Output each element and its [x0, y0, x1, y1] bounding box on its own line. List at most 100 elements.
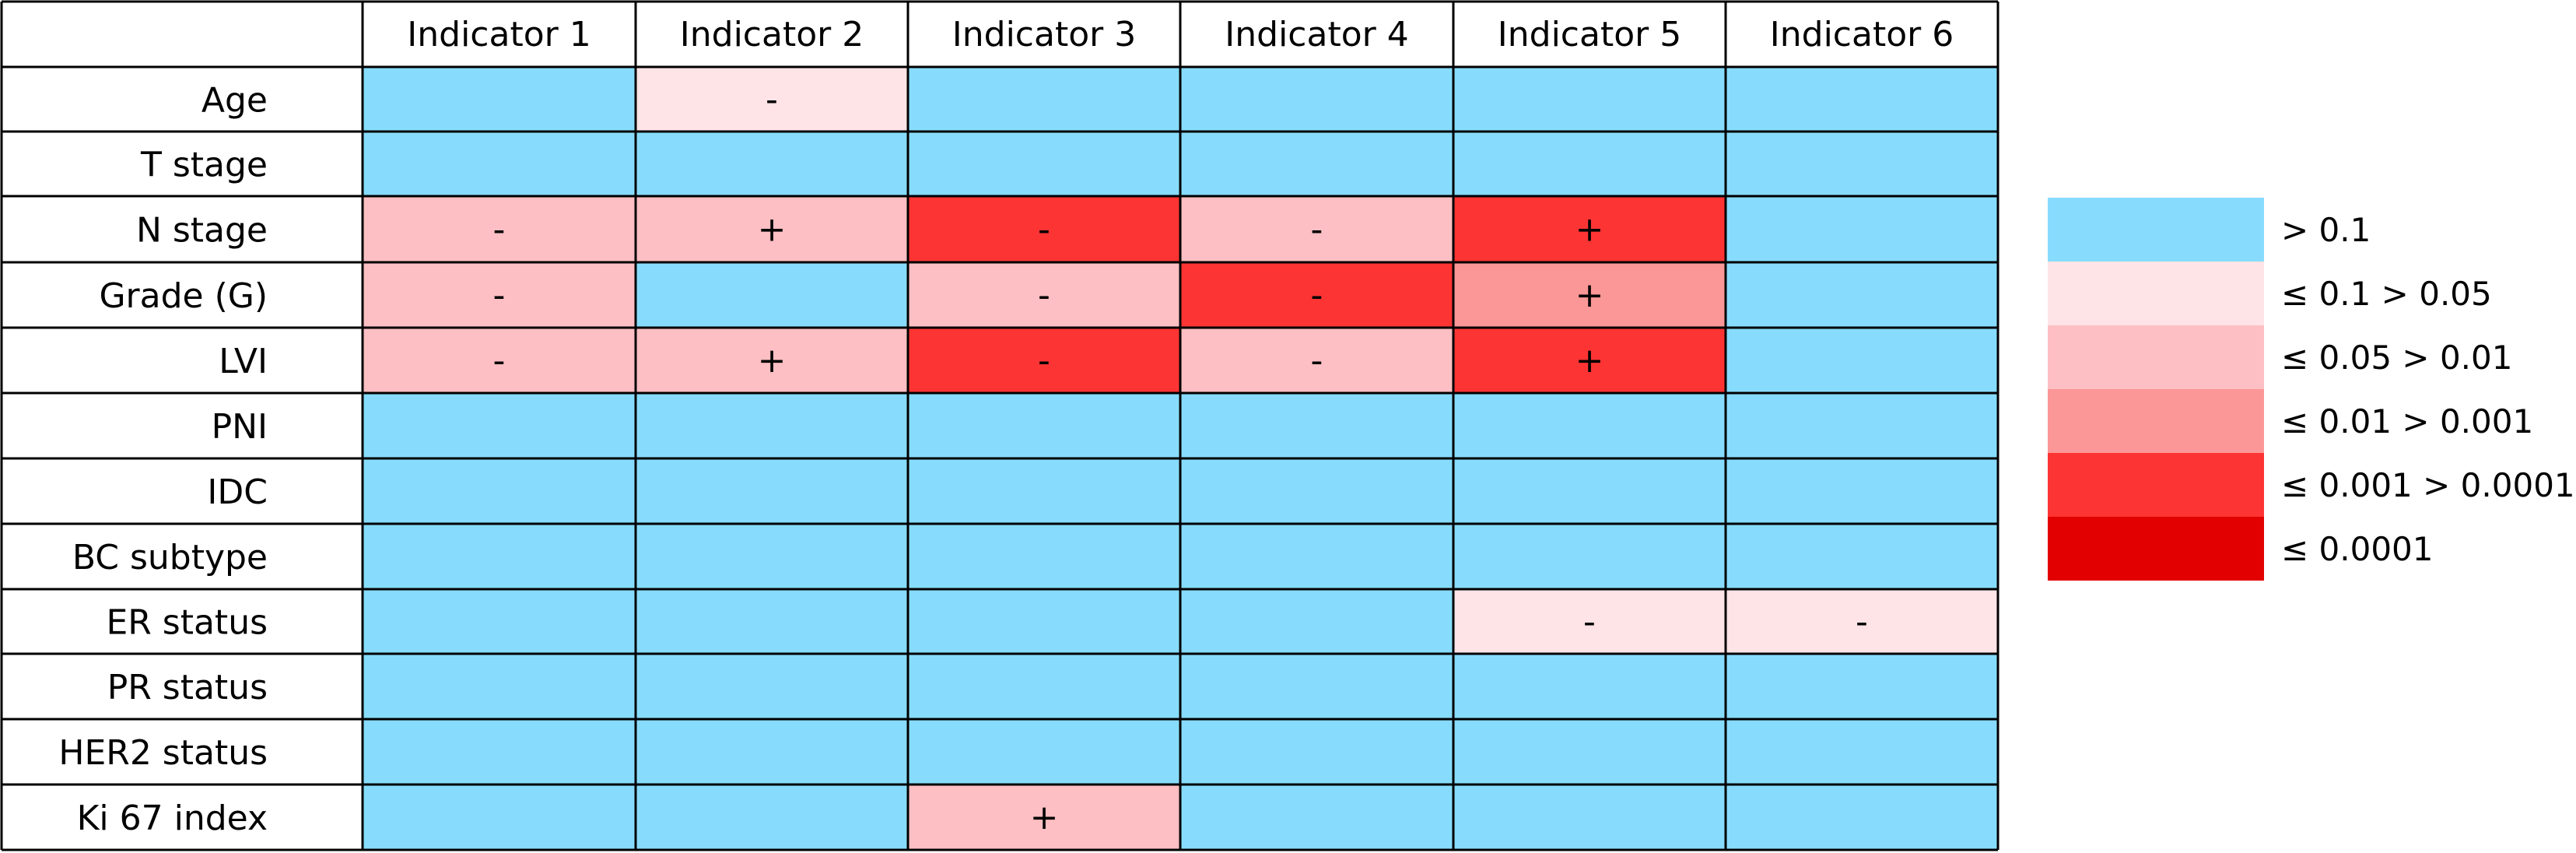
- heatmap-cell: [1726, 262, 1998, 328]
- row-label: Age: [202, 81, 268, 121]
- heatmap-cell: [1180, 328, 1453, 393]
- heatmap-cell: [908, 524, 1180, 589]
- heatmap-cell: [1180, 393, 1453, 458]
- cell-sign: -: [1038, 210, 1050, 250]
- row-label: N stage: [136, 211, 268, 251]
- heatmap-cell: [363, 524, 636, 589]
- heatmap-cell: [636, 132, 908, 196]
- heatmap-cell: [1453, 589, 1726, 654]
- heatmap-cell: [363, 654, 636, 719]
- cell-sign: +: [1575, 210, 1604, 250]
- heatmap-cell: [908, 719, 1180, 785]
- heatmap-cell: [636, 654, 908, 719]
- heatmap-cell: [363, 132, 636, 196]
- heatmap-cell: [1453, 132, 1726, 196]
- legend: > 0.1 ≤ 0.1 > 0.05 ≤ 0.05 > 0.01 ≤ 0.01 > 0…: [2048, 198, 2575, 581]
- heatmap-cell: [908, 196, 1180, 262]
- table-grid: [0, 0, 1999, 851]
- heatmap-cell: [636, 719, 908, 785]
- heatmap-cell: [1180, 196, 1453, 262]
- row-label: Grade (G): [99, 276, 268, 316]
- heatmap-cell: [1180, 67, 1453, 132]
- heatmap-cell: [1453, 262, 1726, 328]
- heatmap-cell: [1453, 719, 1726, 785]
- legend-swatch: [2048, 325, 2264, 389]
- heatmap-cell: [1726, 132, 1998, 196]
- heatmap-cell: [1453, 458, 1726, 524]
- heatmap-cell: [636, 328, 908, 393]
- legend-swatch: [2048, 262, 2264, 325]
- heatmap-cell: [636, 589, 908, 654]
- row-label: BC subtype: [72, 538, 268, 577]
- legend-label: ≤ 0.05 > 0.01: [2281, 339, 2512, 377]
- cell-sign: -: [766, 80, 778, 120]
- heatmap-cell: [1180, 589, 1453, 654]
- heatmap-cell: [636, 196, 908, 262]
- column-header: Indicator 6: [1770, 15, 1954, 54]
- heatmap-cell: [1453, 196, 1726, 262]
- heatmap-cell: [363, 67, 636, 132]
- heatmap-cell: [1726, 458, 1998, 524]
- legend-swatch: [2048, 389, 2264, 453]
- heatmap-cell: [1453, 654, 1726, 719]
- heatmap-cell: [908, 654, 1180, 719]
- heatmap-cell: [363, 719, 636, 785]
- legend-swatch: [2048, 517, 2264, 581]
- heatmap-cell: [636, 524, 908, 589]
- heatmap-cell: [908, 132, 1180, 196]
- heatmap-cell: [1180, 458, 1453, 524]
- heatmap-cell: [1453, 328, 1726, 393]
- heatmap-cell: [636, 785, 908, 850]
- heatmap-cell: [636, 458, 908, 524]
- column-header: Indicator 3: [952, 15, 1136, 54]
- row-label: Ki 67 index: [77, 799, 268, 838]
- heatmap-cell: [908, 458, 1180, 524]
- row-label: PR status: [107, 668, 268, 707]
- cell-sign: -: [493, 341, 506, 381]
- column-header: Indicator 2: [680, 15, 864, 54]
- heatmap-cell: [1726, 196, 1998, 262]
- heatmap-cell: [363, 589, 636, 654]
- column-header: Indicator 1: [407, 15, 591, 54]
- heatmap-cell: [1726, 589, 1998, 654]
- cell-sign: -: [493, 276, 506, 315]
- cell-sign: -: [1311, 210, 1323, 250]
- heatmap-cell: [1180, 262, 1453, 328]
- heatmap-cell: [363, 262, 636, 328]
- column-header: Indicator 4: [1225, 15, 1408, 54]
- heatmap-cell: [908, 328, 1180, 393]
- heatmap-cell: [908, 67, 1180, 132]
- legend-swatch: [2048, 198, 2264, 262]
- cell-sign: -: [1856, 602, 1868, 642]
- heatmap-cell: [1453, 785, 1726, 850]
- heatmap-cell: [1453, 393, 1726, 458]
- heatmap-cell: [1180, 785, 1453, 850]
- column-header: Indicator 5: [1498, 15, 1681, 54]
- heatmap-cell: [636, 67, 908, 132]
- legend-label: ≤ 0.0001: [2281, 530, 2434, 568]
- heatmap-cell: [1180, 719, 1453, 785]
- cell-sign: -: [1038, 276, 1050, 315]
- heatmap-cell: [1726, 393, 1998, 458]
- row-label: ER status: [106, 603, 268, 643]
- cell-sign: +: [1575, 341, 1604, 381]
- heatmap-cell: [908, 785, 1180, 850]
- heatmap-cell: [908, 393, 1180, 458]
- row-label: LVI: [219, 342, 268, 381]
- row-label: IDC: [207, 472, 268, 512]
- legend-label: ≤ 0.001 > 0.0001: [2281, 466, 2575, 504]
- heatmap-cell: [1453, 524, 1726, 589]
- cell-sign: -: [1311, 341, 1323, 381]
- heatmap-cell: [908, 589, 1180, 654]
- heatmap-cell: [1726, 524, 1998, 589]
- heatmap-cell: [1726, 785, 1998, 850]
- heatmap-cell: [1726, 719, 1998, 785]
- heatmap-cell: [363, 393, 636, 458]
- cell-sign: -: [1311, 276, 1323, 315]
- row-label: PNI: [212, 407, 268, 447]
- cell-sign: -: [493, 210, 506, 250]
- heatmap-cell: [1726, 328, 1998, 393]
- heatmap-cell: [1726, 654, 1998, 719]
- cell-sign: +: [758, 341, 787, 381]
